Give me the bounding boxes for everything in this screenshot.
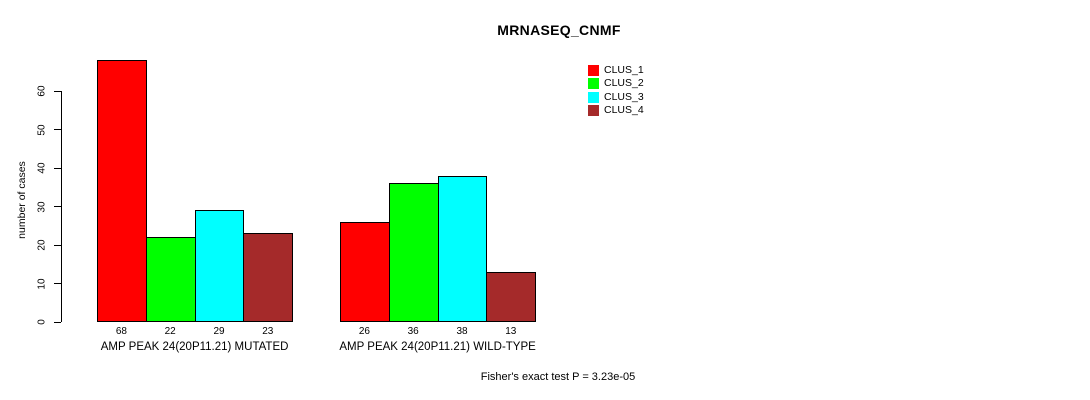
y-tick-label: 10	[36, 277, 48, 290]
y-tick	[54, 129, 61, 130]
legend-label: CLUS_1	[604, 64, 644, 76]
y-tick-label: 20	[36, 239, 48, 251]
bar-value-label: 26	[358, 326, 370, 337]
bar-value-label: 68	[115, 326, 127, 337]
y-tick	[54, 206, 61, 207]
bar-value-label: 29	[213, 326, 225, 337]
bar-CLUS_3	[437, 175, 488, 322]
y-tick	[54, 283, 61, 284]
bar-CLUS_4	[243, 233, 294, 322]
y-tick	[54, 90, 61, 92]
y-tick	[54, 244, 61, 246]
legend-swatch-CLUS_4	[588, 104, 599, 116]
bar-value-label: 22	[164, 326, 176, 337]
bar-CLUS_4	[486, 271, 537, 322]
y-tick-label: 0	[36, 319, 48, 325]
bar-value-label: 13	[505, 326, 517, 337]
bar-CLUS_1	[340, 221, 390, 322]
y-tick	[54, 321, 61, 323]
x-category-label: AMP PEAK 24(20P11.21) MUTATED	[100, 341, 289, 353]
y-tick-label: 50	[36, 123, 48, 136]
y-tick-label: 60	[36, 85, 48, 97]
legend-label: CLUS_3	[604, 90, 644, 103]
bar-CLUS_2	[388, 183, 439, 322]
chart-title: MRNASEQ_CNMF	[497, 22, 621, 38]
legend-label: CLUS_4	[604, 103, 644, 116]
bar-CLUS_3	[194, 210, 245, 322]
y-tick	[54, 167, 61, 169]
y-axis-title: number of cases	[16, 161, 28, 239]
legend-swatch-CLUS_3	[588, 91, 599, 103]
bar-CLUS_1	[97, 60, 147, 322]
y-tick-label: 40	[36, 162, 48, 174]
legend-label: CLUS_2	[604, 77, 644, 90]
bar-value-label: 23	[262, 326, 274, 337]
legend-swatch-CLUS_1	[588, 65, 599, 76]
x-category-label: AMP PEAK 24(20P11.21) WILD-TYPE	[339, 341, 536, 353]
bar-CLUS_2	[145, 237, 196, 322]
y-axis-line	[61, 91, 62, 322]
y-tick-label: 30	[36, 200, 48, 213]
legend-swatch-CLUS_2	[588, 78, 599, 90]
fisher-test-annotation: Fisher's exact test P = 3.23e-05	[480, 371, 636, 383]
bar-value-label: 36	[407, 326, 419, 337]
bar-value-label: 38	[456, 326, 468, 337]
